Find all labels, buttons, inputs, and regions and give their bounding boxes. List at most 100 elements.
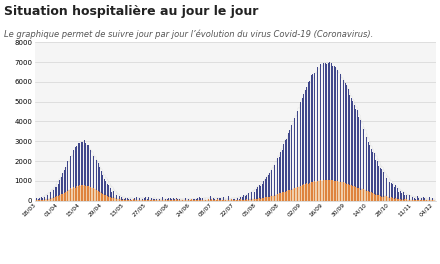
Bar — [372, 193, 373, 201]
Bar — [315, 71, 316, 201]
Bar — [338, 182, 339, 201]
Bar — [160, 199, 162, 201]
Bar — [76, 149, 77, 201]
Bar — [225, 200, 226, 201]
Bar — [345, 183, 346, 201]
Bar — [214, 199, 216, 201]
Bar — [363, 190, 364, 201]
Bar — [271, 196, 272, 201]
Bar — [406, 195, 407, 201]
Bar — [226, 200, 228, 201]
Bar — [138, 199, 139, 201]
Bar — [136, 199, 137, 201]
Bar — [147, 200, 148, 201]
Bar — [264, 179, 266, 201]
Bar — [151, 199, 153, 201]
Bar — [64, 171, 65, 201]
Bar — [371, 149, 372, 201]
Bar — [168, 198, 169, 201]
Bar — [257, 187, 258, 201]
Bar — [98, 191, 99, 201]
Bar — [252, 191, 254, 201]
Bar — [263, 198, 264, 201]
Bar — [188, 200, 189, 201]
Bar — [226, 199, 228, 201]
Bar — [96, 190, 97, 201]
Bar — [130, 200, 131, 201]
Bar — [415, 197, 416, 201]
Bar — [122, 199, 123, 201]
Bar — [130, 199, 131, 201]
Bar — [301, 100, 303, 201]
Bar — [219, 198, 220, 201]
Bar — [260, 199, 261, 201]
Bar — [162, 200, 163, 201]
Bar — [141, 198, 142, 201]
Bar — [93, 188, 94, 201]
Bar — [417, 200, 418, 201]
Bar — [44, 200, 45, 201]
Bar — [101, 171, 102, 201]
Bar — [111, 187, 113, 201]
Bar — [262, 184, 263, 201]
Bar — [191, 199, 192, 201]
Bar — [395, 186, 396, 201]
Bar — [260, 198, 261, 201]
Bar — [159, 200, 160, 201]
Bar — [61, 194, 62, 201]
Bar — [334, 181, 335, 201]
Bar — [412, 197, 413, 201]
Bar — [51, 198, 53, 201]
Bar — [71, 189, 73, 201]
Bar — [42, 200, 43, 201]
Bar — [201, 200, 202, 201]
Bar — [216, 200, 217, 201]
Bar — [205, 200, 206, 201]
Bar — [189, 199, 191, 201]
Bar — [174, 199, 176, 201]
Bar — [114, 191, 116, 201]
Bar — [323, 66, 324, 201]
Bar — [418, 197, 419, 201]
Bar — [257, 187, 258, 201]
Bar — [228, 199, 229, 201]
Bar — [366, 191, 367, 201]
Bar — [304, 185, 306, 201]
Bar — [375, 156, 377, 201]
Bar — [362, 125, 363, 201]
Bar — [78, 143, 79, 201]
Bar — [274, 166, 275, 201]
Bar — [365, 134, 366, 201]
Bar — [383, 197, 384, 201]
Bar — [189, 200, 191, 201]
Bar — [50, 198, 51, 201]
Bar — [194, 200, 195, 201]
Bar — [96, 190, 97, 201]
Bar — [400, 199, 401, 201]
Text: Le graphique permet de suivre jour par jour l’évolution du virus Covid-19 (Coron: Le graphique permet de suivre jour par j… — [4, 29, 374, 39]
Bar — [55, 187, 56, 201]
Bar — [343, 182, 344, 201]
Bar — [217, 198, 219, 201]
Bar — [364, 190, 366, 201]
Text: Situation hospitalière au jour le jour: Situation hospitalière au jour le jour — [4, 5, 259, 18]
Bar — [300, 102, 301, 201]
Bar — [266, 197, 268, 201]
Bar — [371, 192, 372, 201]
Bar — [211, 200, 213, 201]
Bar — [237, 200, 238, 201]
Bar — [340, 182, 341, 201]
Bar — [297, 112, 298, 201]
Bar — [234, 200, 235, 201]
Bar — [177, 200, 179, 201]
Bar — [100, 192, 102, 201]
Bar — [136, 200, 137, 201]
Bar — [303, 185, 304, 201]
Bar — [56, 187, 57, 201]
Bar — [113, 197, 114, 201]
Bar — [315, 182, 316, 201]
Bar — [81, 186, 82, 201]
Bar — [165, 200, 166, 201]
Bar — [47, 200, 48, 201]
Bar — [430, 199, 432, 201]
